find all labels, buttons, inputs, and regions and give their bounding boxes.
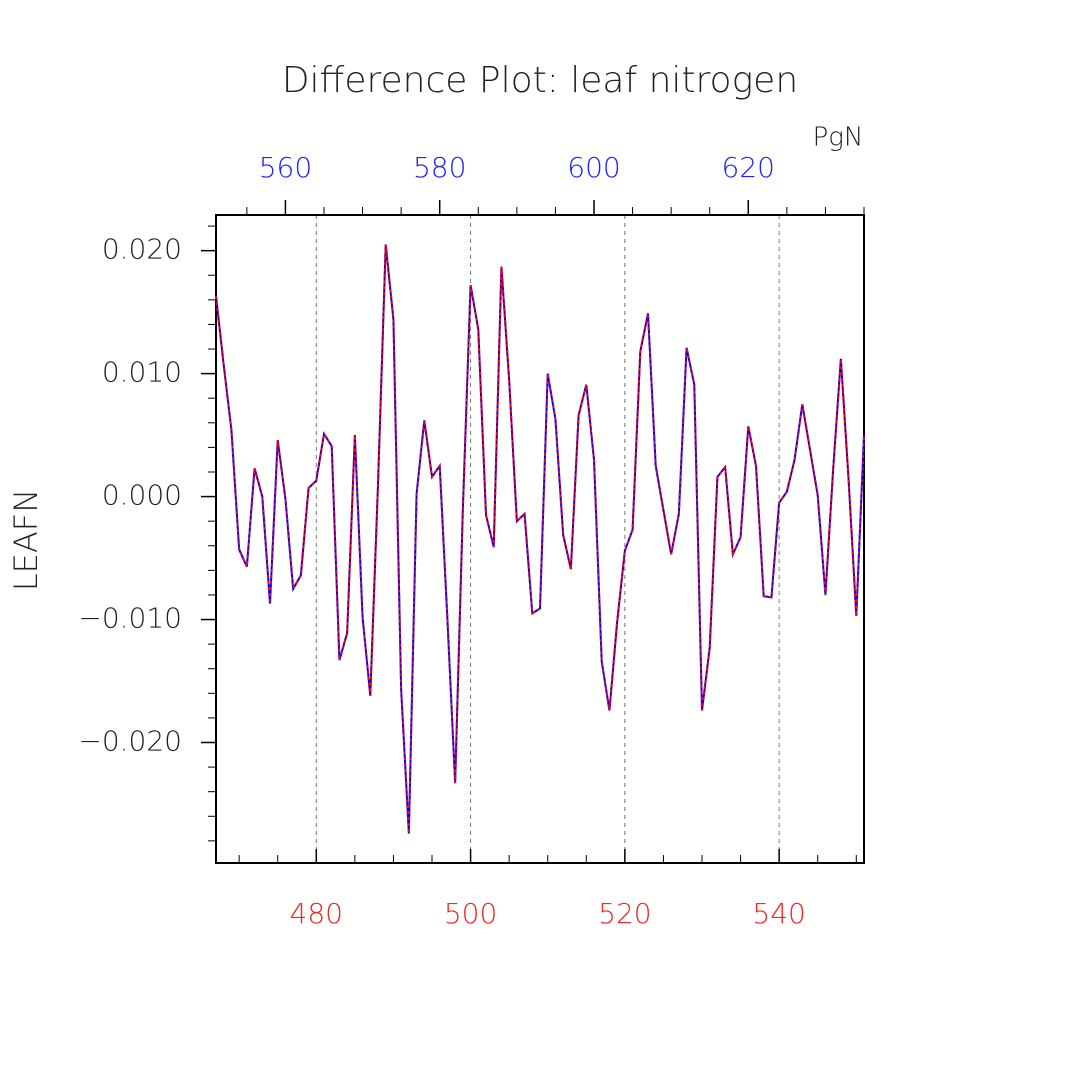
y-tick-label: −0.020 bbox=[78, 724, 182, 757]
x2-tick-label: 580 bbox=[413, 151, 466, 184]
y-tick-label: 0.010 bbox=[102, 356, 182, 389]
plot-frame bbox=[215, 214, 865, 864]
line-series-dash bbox=[215, 244, 865, 834]
y-tick-label: 0.000 bbox=[102, 479, 182, 512]
y-axis-label: LEAFN bbox=[7, 489, 45, 591]
x2-tick-label: 560 bbox=[259, 151, 312, 184]
x-tick-label: 480 bbox=[290, 897, 343, 930]
y-tick-label: 0.020 bbox=[102, 233, 182, 266]
x-tick-label: 500 bbox=[444, 897, 497, 930]
line-series bbox=[215, 244, 865, 834]
y-tick-label: −0.010 bbox=[78, 602, 182, 635]
x2-tick-label: 620 bbox=[722, 151, 775, 184]
x-tick-label: 540 bbox=[752, 897, 805, 930]
chart-title: Difference Plot: leaf nitrogen bbox=[282, 60, 798, 101]
x2-tick-label: 600 bbox=[567, 151, 620, 184]
x-tick-label: 520 bbox=[598, 897, 651, 930]
x2-axis-label: PgN bbox=[813, 123, 864, 153]
